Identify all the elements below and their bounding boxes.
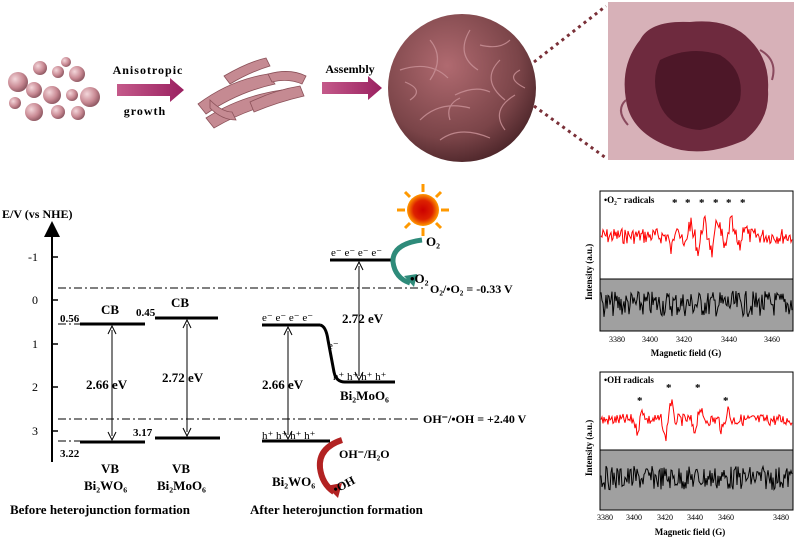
epr-bottom-title: •OH radicals (604, 375, 654, 385)
after-bands (262, 258, 395, 443)
bi2moo6-cb-label: CB (171, 295, 189, 310)
epr-top-xticks: 3380 3400 3420 3440 3460 (609, 335, 780, 344)
svg-text:*: * (723, 395, 729, 407)
svg-text:3460: 3460 (718, 513, 734, 522)
oh-h2o-label: OH⁻/H₂O (339, 447, 390, 461)
assembly-arrow (322, 76, 382, 100)
svg-text:*: * (672, 197, 678, 209)
energy-axis (44, 221, 60, 462)
svg-text:3440: 3440 (721, 335, 737, 344)
epr-top-panel (599, 190, 794, 332)
after-gap-wo6: 2.66 eV (262, 377, 304, 392)
svg-text:*: * (726, 197, 732, 209)
oh-oxidation-arrow (316, 437, 344, 498)
epr-top-red-trace (600, 214, 793, 258)
sun-icon (397, 184, 449, 236)
after-gap-moo6: 2.72 eV (342, 311, 384, 326)
after-wo6-gap-arrow (283, 325, 293, 441)
bi2wo6-cb-label: CB (101, 302, 119, 317)
bi2moo6-bands (155, 316, 220, 440)
epr-top-markers: * * * * * * (672, 197, 746, 209)
bi2moo6-name-after: Bi₂MoO₆ (340, 388, 389, 403)
bi2wo6-gap-arrow (107, 324, 117, 442)
anisotropic-label: Anisotropic (113, 63, 184, 77)
svg-text:3380: 3380 (609, 335, 625, 344)
growth-label: growth (124, 104, 166, 118)
after-electron-transfer: e⁻ (328, 340, 339, 352)
bi2wo6-vb-value: 3.22 (60, 448, 80, 460)
bi2moo6-vb-value: 3.17 (133, 427, 153, 439)
o2-label: O₂ (426, 234, 440, 249)
nanoparticles-cluster (8, 57, 100, 121)
epr-bottom-panel (599, 371, 794, 511)
axis-tick-neg1: -1 (28, 250, 38, 264)
svg-text:3480: 3480 (773, 513, 789, 522)
epr-bottom-xticks: 3380 3400 3420 3440 3460 3480 (597, 513, 789, 522)
bi2moo6-gap-label: 2.72 eV (162, 370, 204, 385)
svg-text:*: * (695, 382, 701, 394)
before-caption: Before heterojunction formation (10, 502, 191, 517)
epr-bottom-ylabel: Intensity (a.u.) (584, 420, 594, 476)
bi2wo6-name-after: Bi₂WO₆ (272, 474, 315, 489)
bi2wo6-vb-label: VB (101, 461, 119, 476)
svg-text:3420: 3420 (657, 513, 673, 522)
bi2moo6-name-before: Bi₂MoO₆ (157, 478, 206, 493)
svg-text:3380: 3380 (597, 513, 613, 522)
svg-text:3440: 3440 (687, 513, 703, 522)
svg-text:*: * (685, 197, 691, 209)
svg-text:*: * (713, 197, 719, 209)
bi2wo6-gap-label: 2.66 eV (86, 377, 128, 392)
bi2moo6-cb-value: 0.45 (136, 307, 156, 319)
epr-top-black-trace (600, 290, 793, 318)
epr-bottom-black-trace (600, 464, 793, 491)
after-electrons-moo6: e⁻ e⁻ e⁻ e⁻ (331, 247, 382, 259)
epr-bottom-markers: * * * * (637, 382, 729, 407)
o2-reduction-arrow (390, 237, 423, 287)
after-electrons-wo6: e⁻ e⁻ e⁻ e⁻ (262, 312, 313, 324)
svg-text:3420: 3420 (676, 335, 692, 344)
axis-tick-2: 2 (32, 380, 38, 394)
bi2wo6-cb-value: 0.56 (60, 313, 80, 325)
bi2moo6-vb-label: VB (172, 461, 190, 476)
epr-bottom-xlabel: Magnetic field (G) (655, 527, 725, 537)
oh-potential-label: OH⁻/•OH = +2.40 V (423, 412, 527, 426)
epr-top-xlabel: Magnetic field (G) (651, 348, 721, 358)
svg-text:*: * (699, 197, 705, 209)
epr-top-title: •O₂⁻ radicals (604, 195, 655, 205)
axis-tick-0: 0 (32, 293, 38, 307)
tem-image (608, 2, 794, 160)
assembly-label: Assembly (325, 62, 374, 76)
svg-text:*: * (666, 382, 672, 394)
o2-potential-label: O₂/•O₂ = -0.33 V (430, 282, 513, 296)
after-caption: After heterojunction formation (250, 502, 424, 517)
bi2wo6-bands (80, 322, 145, 444)
axis-label: E/V (vs NHE) (2, 207, 72, 221)
svg-text:*: * (740, 197, 746, 209)
oh-radical-label: •OH (330, 473, 357, 496)
nanosheets (197, 57, 307, 129)
epr-bottom-red-trace (600, 399, 793, 442)
svg-text:3460: 3460 (764, 335, 780, 344)
svg-text:*: * (637, 395, 643, 407)
hierarchical-microsphere (388, 14, 536, 162)
after-moo6-gap-arrow (354, 260, 364, 382)
svg-text:3400: 3400 (642, 335, 658, 344)
bi2wo6-name-before: Bi₂WO₆ (84, 478, 127, 493)
axis-tick-3: 3 (32, 424, 38, 438)
after-holes-wo6: h⁺ h⁺ h⁺ h⁺ (262, 430, 316, 442)
anisotropic-growth-arrow (117, 78, 184, 102)
bi2moo6-gap-arrow (182, 318, 192, 438)
epr-top-ylabel: Intensity (a.u.) (584, 244, 594, 300)
after-holes-moo6: h⁺ h⁺ h⁺ h⁺ (333, 371, 387, 383)
svg-text:3400: 3400 (626, 513, 642, 522)
zoom-dotted-lines (533, 4, 607, 160)
o2-radical-label: •O₂ (410, 271, 429, 286)
axis-tick-1: 1 (32, 337, 38, 351)
